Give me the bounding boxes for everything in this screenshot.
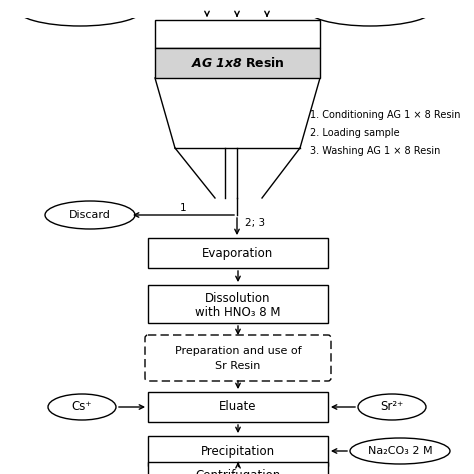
- Text: Precipitation: Precipitation: [201, 445, 275, 457]
- Bar: [155, 20, 320, 48]
- Ellipse shape: [350, 438, 450, 464]
- Bar: [148, 462, 328, 474]
- Text: Centrifugation: Centrifugation: [195, 468, 281, 474]
- Text: with HNO₃ 8 M: with HNO₃ 8 M: [195, 307, 281, 319]
- Ellipse shape: [358, 394, 426, 420]
- Text: $\bfit{AG}$ $\bfit{1x8}$ $\bf{Resin}$: $\bfit{AG}$ $\bfit{1x8}$ $\bf{Resin}$: [191, 56, 284, 70]
- Bar: [148, 285, 328, 323]
- Text: Sr²⁺: Sr²⁺: [380, 401, 404, 413]
- Text: Dissolution: Dissolution: [205, 292, 271, 306]
- Text: 3. Washing AG 1 × 8 Resin: 3. Washing AG 1 × 8 Resin: [310, 146, 440, 156]
- Text: 1. Conditioning AG 1 × 8 Resin: 1. Conditioning AG 1 × 8 Resin: [310, 110, 461, 120]
- FancyBboxPatch shape: [145, 335, 331, 381]
- Bar: [155, 48, 320, 78]
- Bar: [148, 238, 328, 268]
- Ellipse shape: [45, 201, 135, 229]
- Text: 3: 3: [259, 4, 265, 14]
- Text: Eluate: Eluate: [219, 401, 257, 413]
- Text: Preparation and use of: Preparation and use of: [175, 346, 301, 356]
- Text: 2. Loading sample: 2. Loading sample: [310, 128, 400, 138]
- Text: Evaporation: Evaporation: [202, 246, 273, 259]
- Text: 1: 1: [180, 203, 187, 213]
- Text: Sr Resin: Sr Resin: [215, 361, 261, 371]
- Text: Discard: Discard: [69, 210, 111, 220]
- Bar: [148, 392, 328, 422]
- Bar: [0, 0, 474, 18]
- Text: Na₂CO₃ 2 M: Na₂CO₃ 2 M: [368, 446, 432, 456]
- Ellipse shape: [15, 0, 145, 26]
- Text: 2: 2: [228, 4, 235, 14]
- Text: Cs⁺: Cs⁺: [72, 401, 92, 413]
- Text: 2; 3: 2; 3: [245, 218, 265, 228]
- Ellipse shape: [305, 0, 435, 26]
- Text: 1: 1: [199, 4, 205, 14]
- Ellipse shape: [48, 394, 116, 420]
- Bar: [148, 436, 328, 466]
